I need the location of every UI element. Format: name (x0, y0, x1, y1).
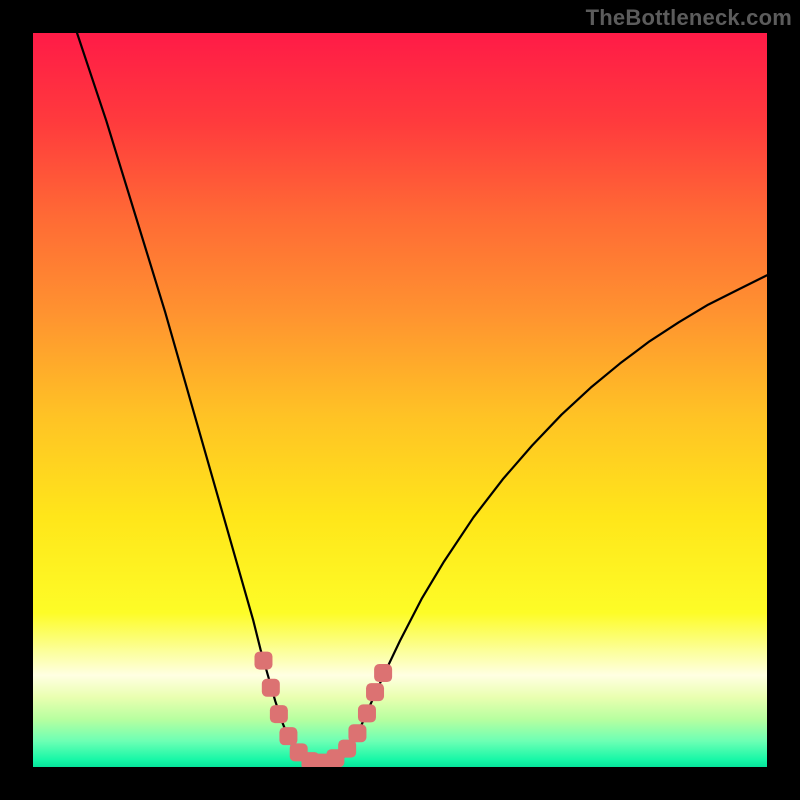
chart-background (33, 33, 767, 767)
figure-container: TheBottleneck.com (0, 0, 800, 800)
highlighted-marker (348, 724, 366, 742)
highlighted-marker (262, 679, 280, 697)
highlighted-marker (374, 664, 392, 682)
highlighted-marker (279, 727, 297, 745)
highlighted-marker (358, 704, 376, 722)
watermark-text: TheBottleneck.com (586, 5, 792, 31)
highlighted-marker (338, 740, 356, 758)
highlighted-marker (254, 652, 272, 670)
highlighted-marker (270, 705, 288, 723)
bottleneck-chart (33, 33, 767, 767)
highlighted-marker (366, 683, 384, 701)
